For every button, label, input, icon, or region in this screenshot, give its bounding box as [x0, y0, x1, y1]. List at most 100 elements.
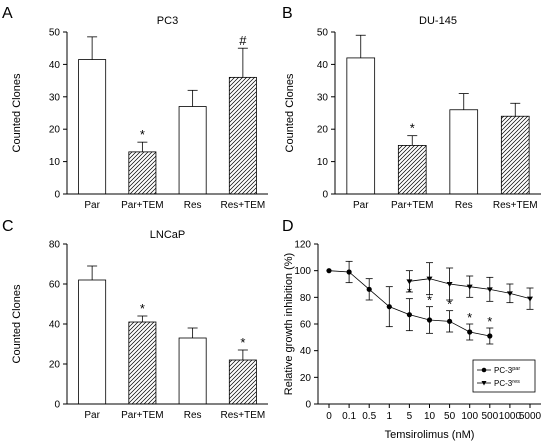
panel-letter-d: D [282, 218, 294, 235]
x-tick-label-c-2: Par+TEM [121, 410, 164, 421]
legend-marker-2 [481, 381, 487, 386]
bar-a-1 [78, 59, 107, 195]
y-tick-label-a-3: 30 [49, 92, 61, 103]
x-tick-label-d-6: 50 [444, 411, 456, 422]
point-s2-4 [466, 284, 473, 290]
panel-a: A PC3 Par * Par+TEM Res # Res+TEM 0 10 20 30 40 50 Cou… [2, 5, 268, 211]
annotation-a-4: # [239, 33, 247, 48]
point-s1-9 [487, 333, 493, 339]
y-tick-label-d-0: 0 [305, 400, 311, 411]
x-tick-label-d-8: 500 [481, 411, 498, 422]
panel-letter-c: C [2, 218, 14, 235]
x-tick-label-a-4: Res+TEM [221, 200, 266, 211]
point-s2-3 [446, 282, 453, 287]
x-axis-label-d: Temsirolimus (nM) [385, 429, 475, 441]
x-tick-label-d-3: 1 [387, 411, 393, 422]
panel-letter-b: B [282, 5, 293, 22]
y-tick-label-a-4: 40 [49, 60, 61, 71]
y-tick-label-c-3: 60 [49, 280, 61, 291]
panel-title-a: PC3 [157, 15, 178, 27]
point-s1-3 [366, 286, 372, 292]
y-tick-label-c-1: 20 [49, 360, 61, 371]
bar-b-1 [346, 57, 376, 195]
x-tick-label-a-2: Par+TEM [121, 200, 164, 211]
point-s1-6 [426, 317, 433, 323]
x-tick-label-c-4: Res+TEM [221, 410, 266, 421]
point-s2-6 [506, 291, 513, 297]
y-tick-label-d-2: 40 [300, 346, 312, 357]
x-tick-label-d-5: 10 [424, 411, 436, 422]
y-tick-label-b-2: 20 [317, 125, 329, 136]
legend-label-sup-1: par [512, 366, 520, 372]
x-tick-label-d-10: 5000 [519, 411, 542, 422]
legend-label-1: PC-3par [494, 366, 520, 375]
annotation-s1-7: * [447, 297, 452, 312]
y-axis-label-a: Counted Clones [11, 73, 23, 152]
y-tick-label-c-0: 0 [54, 400, 60, 411]
bar-a-4 [228, 76, 257, 195]
x-tick-label-d-9: 1000 [499, 411, 522, 422]
y-tick-label-b-5: 50 [317, 28, 329, 39]
point-s1-7 [447, 318, 453, 324]
bar-c-1 [78, 279, 107, 405]
annotation-a-2: * [140, 127, 145, 142]
x-tick-label-d-1: 0.1 [342, 411, 356, 422]
y-tick-label-b-3: 30 [317, 92, 329, 103]
y-axis-label-c: Counted Clones [11, 284, 23, 363]
annotation-s1-6: * [427, 293, 432, 308]
annotation-c-2: * [140, 301, 145, 316]
bar-c-2 [128, 321, 157, 405]
x-tick-label-a-1: Par [84, 200, 100, 211]
x-tick-label-a-3: Res [184, 200, 202, 211]
y-tick-label-c-2: 40 [49, 320, 61, 331]
panel-title-c: LNCaP [150, 229, 185, 241]
y-tick-label-b-0: 0 [322, 190, 328, 201]
point-s2-7 [527, 296, 533, 302]
x-tick-label-d-0: 0 [326, 411, 332, 422]
annotation-s1-8: * [467, 310, 472, 325]
legend-label-name-2: PC-3 [494, 379, 513, 388]
bar-a-2 [128, 151, 157, 195]
y-tick-label-d-6: 120 [294, 240, 311, 251]
y-tick-label-c-4: 80 [49, 240, 61, 251]
y-tick-label-d-4: 80 [300, 293, 312, 304]
bar-b-4 [500, 115, 530, 195]
y-tick-label-a-1: 10 [49, 157, 61, 168]
point-s1-4 [386, 304, 392, 310]
x-tick-label-d-4: 5 [407, 411, 413, 422]
point-s1-5 [406, 312, 412, 318]
point-s1-8 [467, 329, 473, 335]
y-tick-label-b-1: 10 [317, 157, 329, 168]
annotation-b-2: * [410, 121, 415, 136]
y-axis-label-b: Counted Clones [284, 73, 296, 152]
y-tick-label-d-3: 60 [300, 320, 312, 331]
legend-label-name-1: PC-3 [494, 366, 513, 375]
panel-title-b: DU-145 [419, 15, 457, 27]
bar-c-3 [178, 337, 207, 405]
point-s2-5 [486, 287, 493, 293]
bar-b-2 [397, 144, 427, 195]
x-tick-label-d-2: 0.5 [362, 411, 376, 422]
annotation-s1-9: * [487, 314, 492, 329]
point-s1-1 [326, 268, 332, 274]
point-s2-2 [426, 276, 433, 282]
x-tick-label-b-2: Par+TEM [391, 200, 434, 211]
legend-marker-1 [481, 367, 487, 373]
x-tick-label-c-1: Par [84, 410, 100, 421]
annotation-c-4: * [240, 335, 245, 350]
point-s1-2 [346, 269, 352, 275]
y-tick-label-a-0: 0 [54, 190, 60, 201]
legend-label-2: PC-3res [494, 379, 520, 388]
y-tick-label-a-2: 20 [49, 125, 61, 136]
y-tick-label-a-5: 50 [49, 28, 61, 39]
legend-label-sup-2: res [512, 379, 520, 385]
y-axis-label-d: Relative growth inhibition (%) [283, 253, 295, 395]
x-tick-label-b-3: Res [455, 200, 473, 211]
x-tick-label-d-7: 100 [461, 411, 478, 422]
bar-b-3 [449, 109, 479, 195]
bar-c-4 [228, 359, 257, 405]
x-tick-label-c-3: Res [184, 410, 202, 421]
panel-letter-a: A [2, 5, 13, 22]
